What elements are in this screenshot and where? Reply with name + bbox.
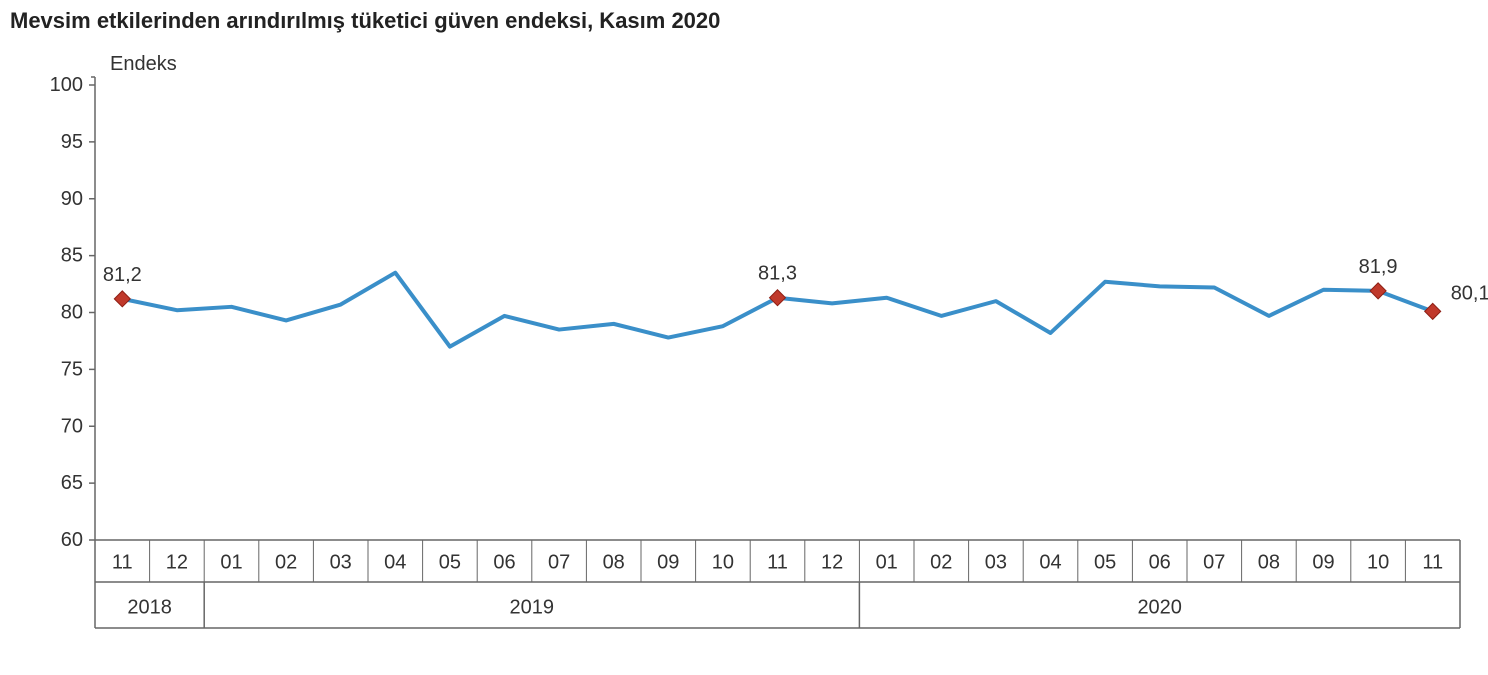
x-tick-month: 11	[1422, 552, 1443, 574]
y-axis-title: Endeks	[110, 53, 177, 75]
y-tick-label: 65	[61, 472, 83, 494]
y-tick-label: 85	[61, 245, 83, 267]
data-label: 81,3	[758, 263, 797, 285]
x-tick-month: 03	[985, 552, 1007, 574]
y-tick-label: 100	[50, 74, 83, 96]
x-tick-month: 11	[112, 552, 133, 574]
x-tick-month: 02	[930, 552, 952, 574]
data-marker	[770, 290, 786, 306]
x-tick-month: 12	[821, 552, 843, 574]
x-tick-month: 06	[1149, 552, 1171, 574]
y-tick-label: 90	[61, 188, 83, 210]
x-tick-month: 06	[493, 552, 515, 574]
x-tick-year: 2019	[510, 596, 555, 618]
x-tick-month: 11	[767, 552, 788, 574]
y-tick-label: 60	[61, 529, 83, 551]
x-tick-month: 10	[712, 552, 734, 574]
data-label: 81,2	[103, 264, 142, 286]
x-tick-month: 04	[384, 552, 406, 574]
x-tick-month: 09	[657, 552, 679, 574]
x-tick-month: 02	[275, 552, 297, 574]
x-tick-month: 07	[548, 552, 570, 574]
y-tick-label: 80	[61, 302, 83, 324]
x-tick-year: 2020	[1137, 596, 1182, 618]
x-tick-month: 01	[220, 552, 242, 574]
x-tick-month: 05	[439, 552, 461, 574]
data-marker	[1370, 283, 1386, 299]
x-tick-month: 08	[603, 552, 625, 574]
x-tick-month: 08	[1258, 552, 1280, 574]
x-tick-month: 12	[166, 552, 188, 574]
x-tick-month: 04	[1039, 552, 1061, 574]
x-tick-month: 10	[1367, 552, 1389, 574]
x-tick-year: 2018	[127, 596, 172, 618]
x-tick-month: 07	[1203, 552, 1225, 574]
line-chart: Endeks 60 65 70 75 80 85 90 95 100 11 12 01 02 03 04 05 0…	[0, 0, 1488, 675]
x-tick-month: 03	[330, 552, 352, 574]
data-label: 81,9	[1359, 256, 1398, 278]
x-tick-month: 01	[876, 552, 898, 574]
data-marker	[1425, 303, 1441, 319]
data-marker	[114, 291, 130, 307]
y-tick-label: 75	[61, 358, 83, 380]
y-tick-label: 95	[61, 131, 83, 153]
x-tick-month: 09	[1312, 552, 1334, 574]
x-tick-month: 05	[1094, 552, 1116, 574]
y-tick-label: 70	[61, 415, 83, 437]
data-label: 80,1	[1451, 282, 1488, 304]
